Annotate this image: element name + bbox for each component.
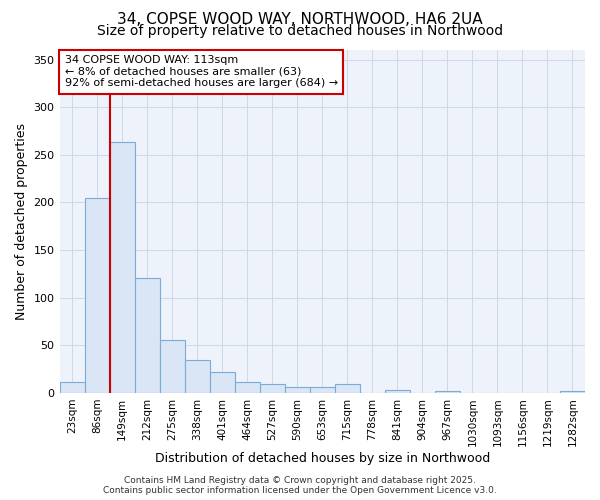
Text: 34 COPSE WOOD WAY: 113sqm
← 8% of detached houses are smaller (63)
92% of semi-d: 34 COPSE WOOD WAY: 113sqm ← 8% of detach… bbox=[65, 55, 338, 88]
Text: Size of property relative to detached houses in Northwood: Size of property relative to detached ho… bbox=[97, 24, 503, 38]
Bar bbox=[310, 387, 335, 393]
Bar bbox=[335, 384, 360, 393]
Bar bbox=[160, 340, 185, 393]
Text: 34, COPSE WOOD WAY, NORTHWOOD, HA6 2UA: 34, COPSE WOOD WAY, NORTHWOOD, HA6 2UA bbox=[117, 12, 483, 28]
Bar bbox=[260, 384, 285, 393]
Bar bbox=[59, 382, 85, 393]
Bar bbox=[134, 278, 160, 393]
Bar bbox=[385, 390, 410, 393]
X-axis label: Distribution of detached houses by size in Northwood: Distribution of detached houses by size … bbox=[155, 452, 490, 465]
Bar bbox=[285, 387, 310, 393]
Y-axis label: Number of detached properties: Number of detached properties bbox=[15, 123, 28, 320]
Bar bbox=[85, 198, 110, 393]
Bar bbox=[235, 382, 260, 393]
Bar bbox=[209, 372, 235, 393]
Bar bbox=[110, 142, 134, 393]
Bar bbox=[435, 391, 460, 393]
Bar bbox=[185, 360, 209, 393]
Text: Contains HM Land Registry data © Crown copyright and database right 2025.
Contai: Contains HM Land Registry data © Crown c… bbox=[103, 476, 497, 495]
Bar bbox=[560, 391, 585, 393]
